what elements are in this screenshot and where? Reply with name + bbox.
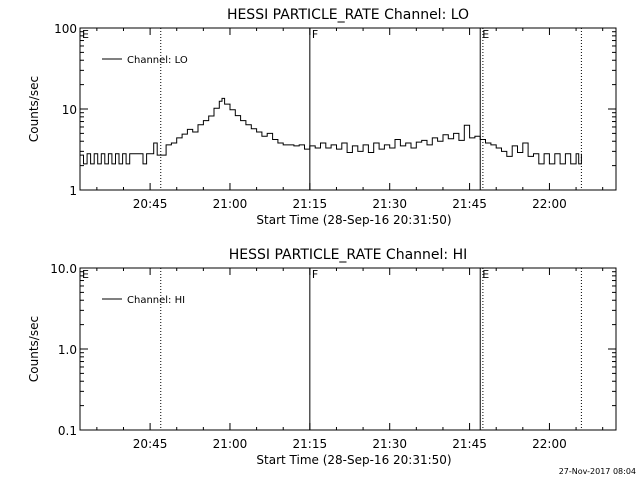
x-tick-label: 21:30 [372,197,407,211]
marker-label: E [482,268,489,281]
x-tick-label: 21:00 [213,437,248,451]
y-tick-label: 10.0 [50,262,77,276]
y-axis-label: Counts/sec [27,316,41,382]
x-tick-label: 20:45 [133,197,168,211]
x-axis-label: Start Time (28-Sep-16 20:31:50) [256,213,451,227]
marker-label: F [312,28,318,41]
legend-label: Channel: LO [127,55,188,66]
x-tick-label: 21:00 [213,197,248,211]
marker-label: F [312,268,318,281]
y-tick-label: 10 [62,103,77,117]
x-tick-label: 21:45 [452,197,487,211]
marker-label: E [482,28,489,41]
x-tick-label: 21:15 [293,197,328,211]
x-tick-label: 21:15 [293,437,328,451]
x-tick-label: 21:30 [372,437,407,451]
y-tick-label: 1.0 [58,343,77,357]
legend-label: Channel: HI [127,295,185,306]
chart-title: HESSI PARTICLE_RATE Channel: HI [229,247,467,263]
chart-title: HESSI PARTICLE_RATE Channel: LO [227,7,469,23]
x-tick-label: 21:45 [452,437,487,451]
y-tick-label: 100 [54,22,77,36]
x-tick-label: 20:45 [133,437,168,451]
x-axis-label: Start Time (28-Sep-16 20:31:50) [256,453,451,467]
y-tick-label: 0.1 [58,424,77,438]
y-axis-label: Counts/sec [27,76,41,142]
series-line [80,97,582,165]
footer-timestamp: 27-Nov-2017 08:04 [559,467,636,476]
marker-label: E [82,268,89,281]
x-tick-label: 22:00 [532,437,567,451]
marker-label: E [82,28,89,41]
y-tick-label: 1 [69,184,77,198]
x-tick-label: 22:00 [532,197,567,211]
